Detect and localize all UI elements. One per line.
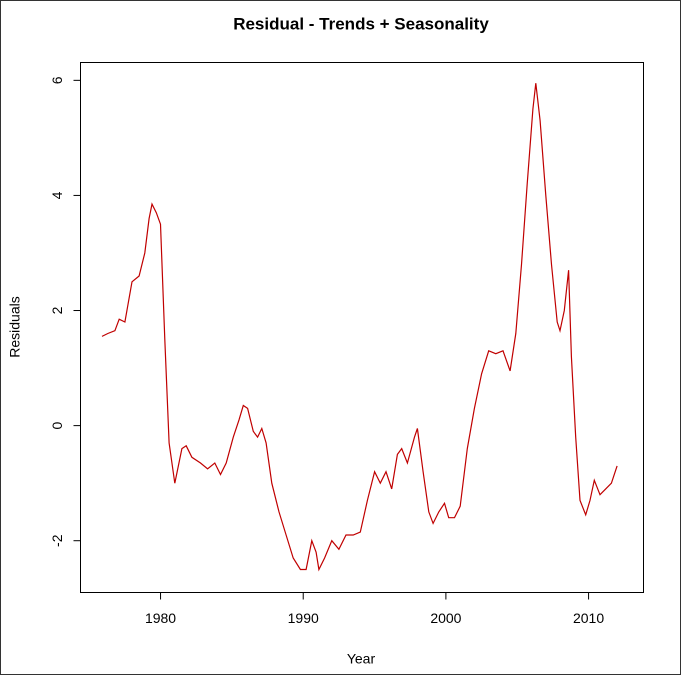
plot-frame: [80, 62, 644, 593]
x-axis-label: Year: [347, 651, 376, 667]
x-tick-label: 1980: [145, 610, 176, 626]
y-tick-label: 2: [49, 306, 65, 314]
chart-title: Residual - Trends + Seasonality: [233, 14, 489, 33]
x-tick-label: 2010: [573, 610, 604, 626]
y-tick-label: 6: [49, 76, 65, 84]
y-axis-label: Residuals: [7, 296, 23, 357]
y-tick-label: 4: [49, 191, 65, 199]
data-line: [101, 83, 618, 572]
x-tick-label: 1990: [288, 610, 319, 626]
x-tick-label: 2000: [430, 610, 461, 626]
y-tick-label: -2: [49, 534, 65, 547]
y-tick-label: 0: [49, 422, 65, 430]
